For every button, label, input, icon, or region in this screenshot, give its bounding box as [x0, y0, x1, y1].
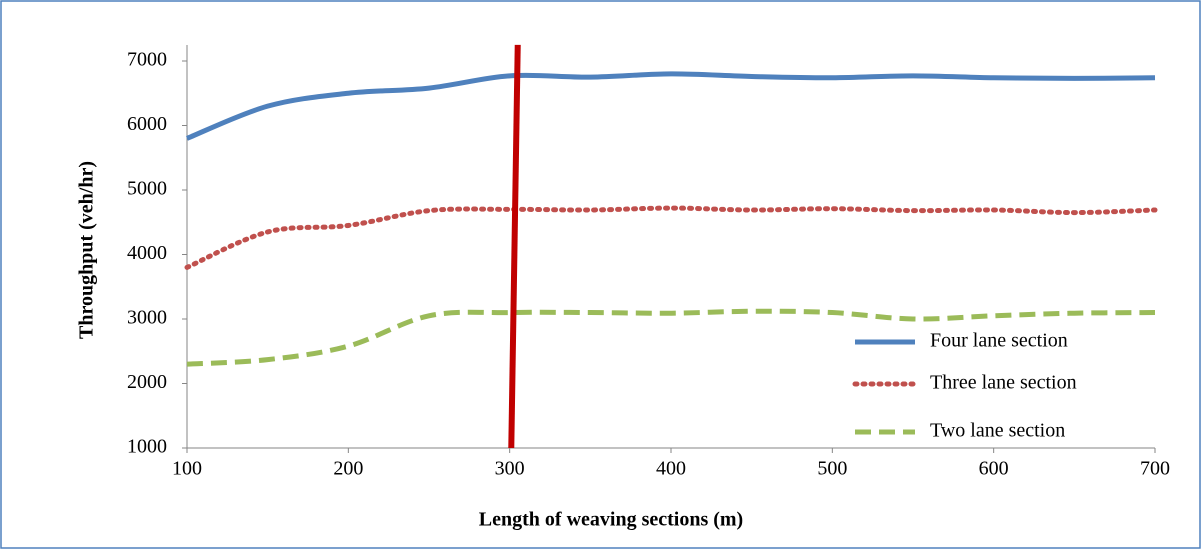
- x-tick-label: 600: [979, 458, 1009, 480]
- legend-label: Two lane section: [930, 420, 1065, 442]
- reference-line: [508, 44, 521, 449]
- y-tick-label: 1000: [127, 436, 167, 458]
- series-line: [186, 308, 1156, 367]
- x-tick-label: 300: [495, 458, 525, 480]
- y-tick-label: 6000: [127, 113, 167, 135]
- x-tick-label: 100: [172, 458, 202, 480]
- x-axis-title: Length of weaving sections (m): [479, 509, 743, 531]
- series-line: [186, 71, 1156, 141]
- legend-label: Three lane section: [930, 372, 1077, 394]
- y-tick-label: 3000: [127, 307, 167, 329]
- y-tick-label: 2000: [127, 371, 167, 393]
- x-tick-label: 400: [656, 458, 686, 480]
- y-tick-label: 5000: [127, 178, 167, 200]
- y-axis-title: Throughput (veh/hr): [76, 161, 98, 339]
- x-tick-label: 200: [333, 458, 363, 480]
- x-tick-label: 500: [817, 458, 847, 480]
- y-tick-label: 7000: [127, 49, 167, 71]
- legend-label: Four lane section: [930, 330, 1068, 352]
- y-tick-label: 4000: [127, 242, 167, 264]
- series-line: [184, 205, 1158, 270]
- x-tick-label: 700: [1140, 458, 1170, 480]
